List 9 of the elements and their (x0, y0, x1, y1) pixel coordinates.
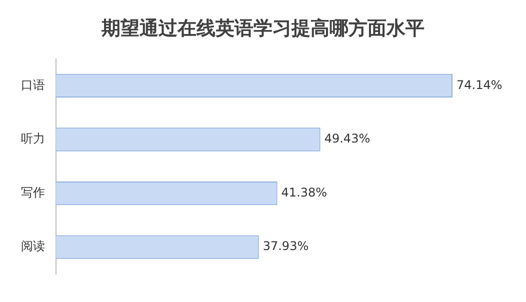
data-label: 41.38% (281, 185, 328, 200)
y-tick-label: 口语 (21, 78, 45, 92)
y-tick-label: 阅读 (21, 239, 45, 254)
chart-title: 期望通过在线英语学习提高哪方面水平 (100, 17, 424, 40)
y-tick-label: 写作 (21, 185, 45, 200)
data-label: 49.43% (324, 132, 370, 146)
y-tick-label: 听力 (21, 132, 45, 146)
data-label: 37.93% (262, 239, 309, 254)
data-label: 74.14% (456, 78, 502, 92)
